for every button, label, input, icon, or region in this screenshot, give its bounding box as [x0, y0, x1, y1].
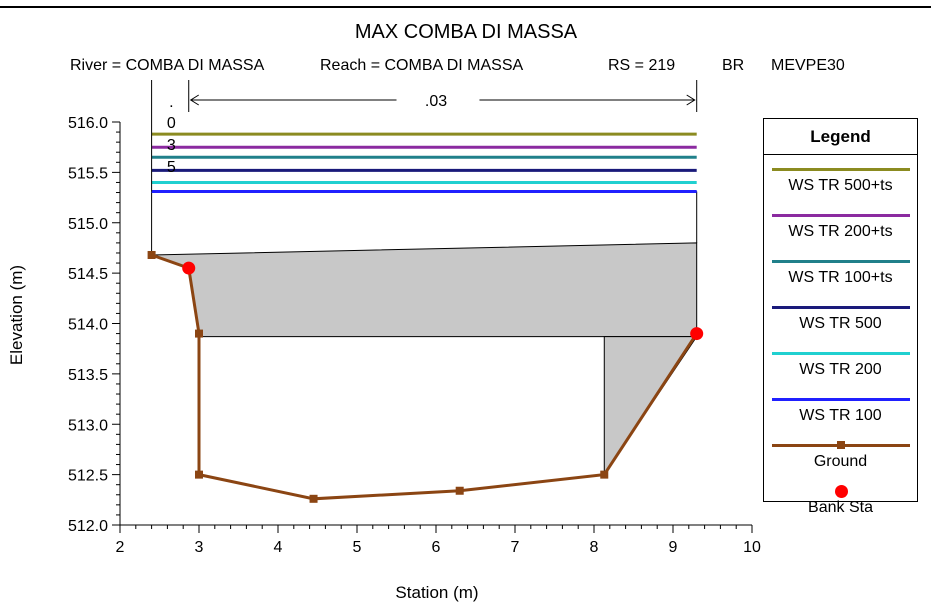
- legend-item: Bank Sta: [764, 482, 917, 528]
- annotation-label: 5: [167, 159, 176, 176]
- legend-ground-marker: [837, 441, 845, 449]
- legend-label: WS TR 500+ts: [788, 177, 893, 194]
- ground-point: [147, 250, 156, 259]
- ground-point: [195, 470, 203, 479]
- x-tick-label: 9: [669, 539, 678, 556]
- subtitle-rs: RS = 219: [608, 57, 675, 74]
- legend-item: WS TR 500+ts: [764, 160, 917, 206]
- bridge-deck: [151, 242, 698, 338]
- annotation-label: 0: [167, 115, 176, 132]
- arrow-head-left: [189, 94, 199, 106]
- subtitle-profile: MEVPE30: [771, 57, 845, 74]
- legend-bank-marker: [835, 485, 848, 498]
- x-tick-label: 4: [274, 539, 283, 556]
- subtitle-river: River = COMBA DI MASSA: [70, 57, 265, 74]
- top-border-line: [0, 6, 931, 8]
- bank-station-point: [182, 261, 196, 275]
- y-tick-label: 512.0: [68, 518, 108, 535]
- y-tick-label: 512.5: [68, 468, 108, 485]
- x-tick-label: 6: [432, 539, 441, 556]
- legend-item: WS TR 100+ts: [764, 252, 917, 298]
- ground-point: [600, 470, 609, 479]
- ground-point: [455, 486, 464, 495]
- legend-item: WS TR 200: [764, 344, 917, 390]
- legend-title: Legend: [764, 119, 917, 155]
- bank-station-point: [690, 327, 704, 341]
- y-tick-label: 513.5: [68, 367, 108, 384]
- x-tick-label: 10: [743, 539, 761, 556]
- legend: Legend WS TR 500+ts WS TR 200+ts WS TR 100…: [763, 118, 918, 516]
- y-tick-label: 514.5: [68, 266, 108, 283]
- x-axis-label: Station (m): [395, 583, 478, 602]
- x-tick-label: 7: [511, 539, 520, 556]
- legend-item: WS TR 200+ts: [764, 206, 917, 252]
- legend-swatch: [772, 214, 910, 217]
- y-tick-label: 515.0: [68, 216, 108, 233]
- ground-point: [195, 329, 203, 338]
- legend-label: Ground: [813, 453, 868, 470]
- x-tick-label: 8: [590, 539, 599, 556]
- subtitle-br: BR: [722, 57, 744, 74]
- arrow-head-right: [686, 94, 696, 106]
- subtitle-reach: Reach = COMBA DI MASSA: [320, 57, 524, 74]
- legend-label: WS TR 200: [799, 361, 882, 378]
- legend-swatch: [772, 398, 910, 401]
- y-tick-label: 516.0: [68, 115, 108, 132]
- ground-point: [309, 494, 318, 503]
- annotation-label: 3: [167, 137, 176, 154]
- plot-layer: 512.0 512.5 513.0 513.5 514.0 514.5 515.0 515.5…: [68, 80, 761, 556]
- legend-label: WS TR 500: [799, 315, 882, 332]
- legend-swatch: [772, 168, 910, 171]
- legend-swatch: [772, 306, 910, 309]
- y-tick-label: 515.5: [68, 165, 108, 182]
- legend-item: WS TR 100: [764, 390, 917, 436]
- annotation-label: .: [169, 94, 173, 111]
- y-tick-label: 513.0: [68, 417, 108, 434]
- x-tick-label: 3: [195, 539, 204, 556]
- legend-swatch: [772, 260, 910, 263]
- n-value-label: .03: [425, 93, 447, 110]
- ground-line: [151, 253, 698, 501]
- legend-swatch: [772, 352, 910, 355]
- legend-label: WS TR 100: [799, 407, 882, 424]
- y-tick-label: 514.0: [68, 317, 108, 334]
- legend-label: WS TR 200+ts: [788, 223, 893, 240]
- x-tick-label: 5: [353, 539, 362, 556]
- legend-item: Ground: [764, 436, 917, 482]
- legend-label: WS TR 100+ts: [788, 269, 893, 286]
- legend-item: WS TR 500: [764, 298, 917, 344]
- chart-title: MAX COMBA DI MASSA: [355, 21, 578, 43]
- legend-label: Bank Sta: [808, 499, 873, 516]
- x-tick-label: 2: [116, 539, 125, 556]
- y-axis-label: Elevation (m): [7, 265, 26, 365]
